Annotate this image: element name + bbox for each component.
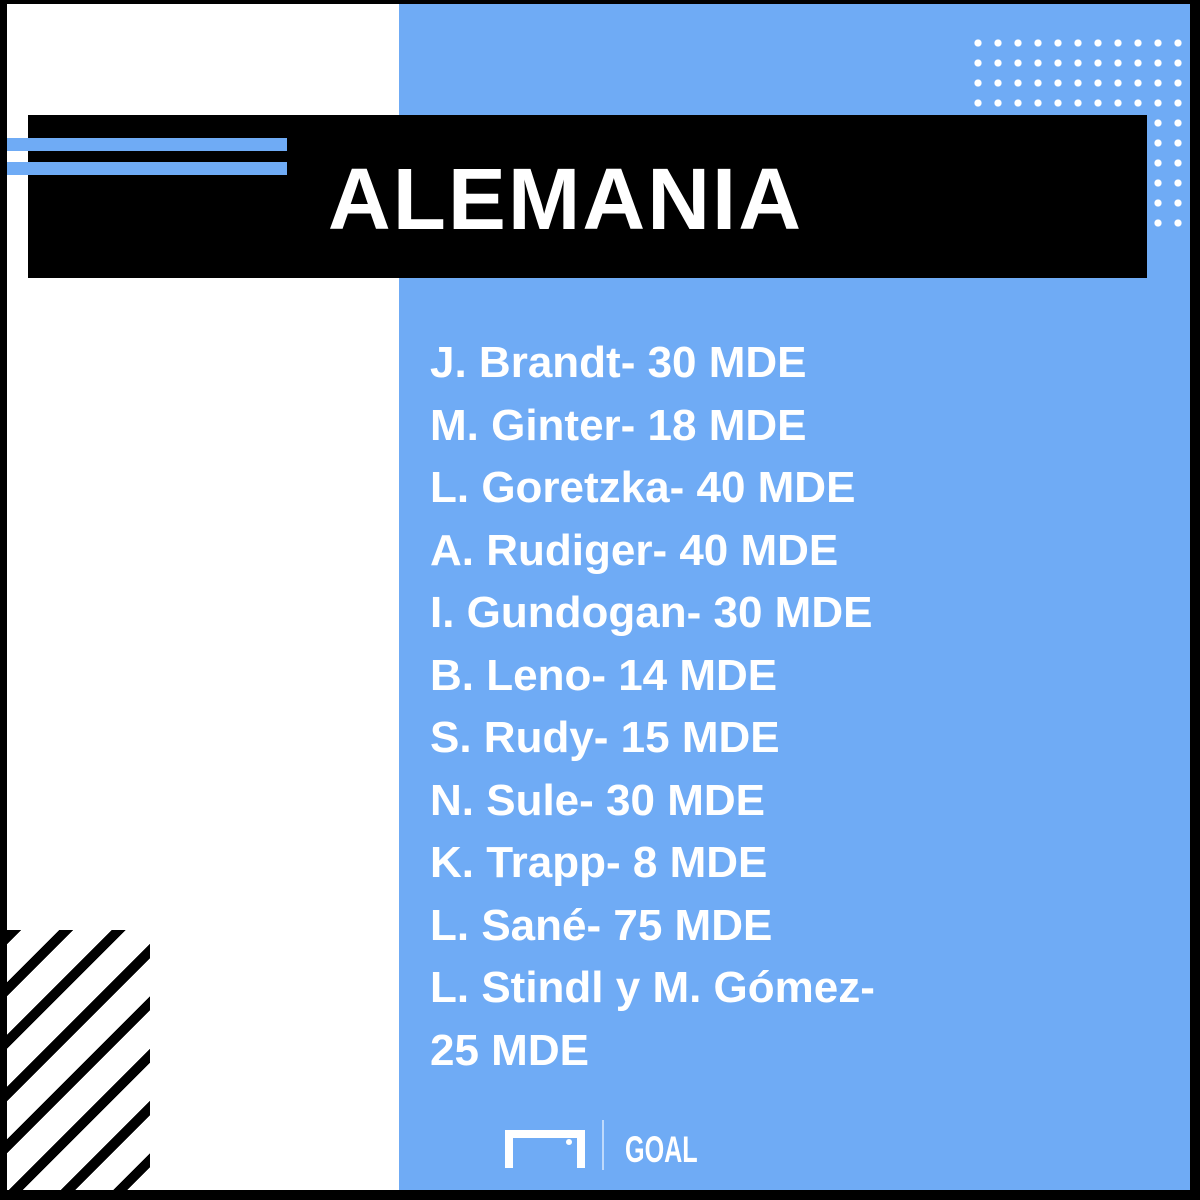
player-row: N. Sule- 30 MDE	[430, 775, 765, 825]
player-row: J. Brandt- 30 MDE	[430, 338, 807, 387]
player-row: L. Sané- 75 MDE	[430, 900, 773, 950]
dots-pattern-right-column	[1148, 113, 1188, 233]
dots-pattern-top-right	[968, 33, 1188, 113]
player-list: J. Brandt- 30 MDE M. Ginter- 18 MDE L. G…	[430, 332, 920, 1082]
player-row: S. Rudy- 15 MDE	[430, 713, 780, 762]
player-row: A. Rudiger- 40 MDE	[430, 525, 839, 575]
player-row: B. Leno- 14 MDE	[430, 650, 778, 700]
player-row: I. Gundogan- 30 MDE	[430, 588, 873, 637]
page-title: ALEMANIA	[327, 150, 804, 248]
player-row: K. Trapp- 8 MDE	[430, 838, 768, 887]
brand-label: GOAL	[625, 1129, 698, 1170]
accent-stripe-bottom	[7, 162, 287, 175]
goalpost-icon	[505, 1130, 585, 1168]
accent-stripe-top	[7, 138, 287, 151]
player-row: M. Ginter- 18 MDE	[430, 400, 807, 450]
logo-divider	[602, 1120, 604, 1170]
diagonal-stripes	[7, 930, 150, 1190]
player-row: L. Stindl y M. Gómez- 25 MDE	[430, 963, 875, 1075]
player-row: L. Goretzka- 40 MDE	[430, 463, 856, 512]
